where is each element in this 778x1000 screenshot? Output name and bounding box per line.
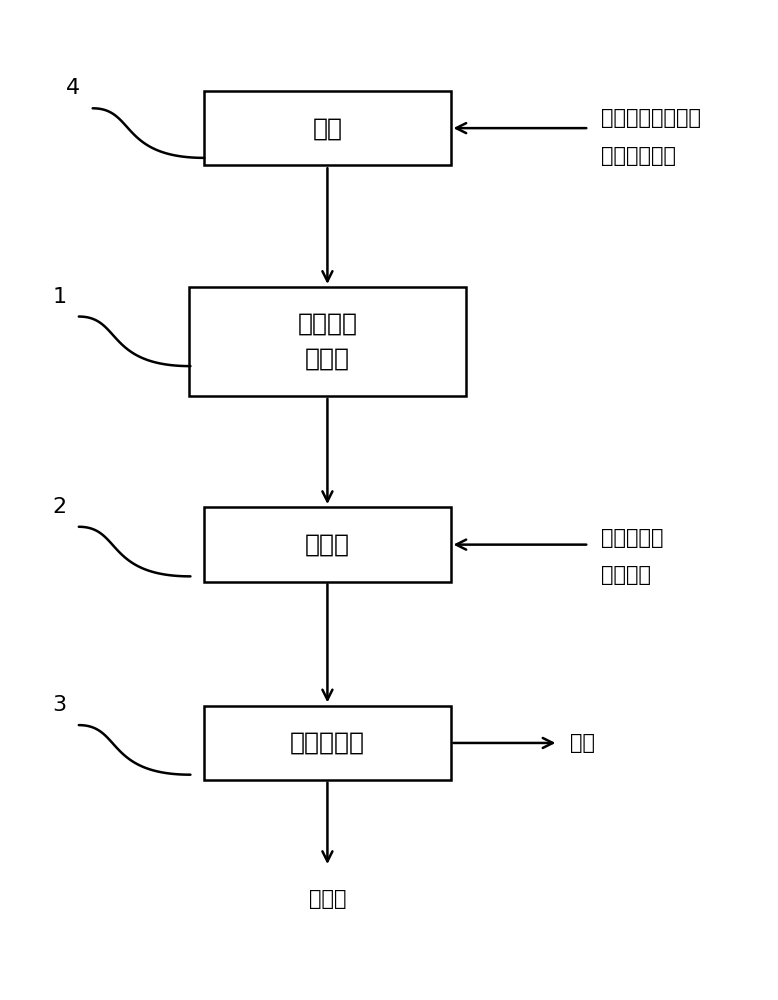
Text: 3: 3 bbox=[53, 695, 67, 715]
Text: 水溶液: 水溶液 bbox=[309, 889, 346, 909]
Bar bbox=[205, 91, 450, 165]
Text: 固液分离器: 固液分离器 bbox=[290, 731, 365, 755]
Bar bbox=[189, 287, 466, 396]
Text: 不可溶性碱: 不可溶性碱 bbox=[601, 528, 663, 548]
Text: 消解器: 消解器 bbox=[305, 533, 350, 557]
Bar bbox=[205, 706, 450, 780]
Text: 灰渣: 灰渣 bbox=[569, 733, 595, 753]
Text: 2: 2 bbox=[53, 497, 67, 517]
Text: 1: 1 bbox=[53, 287, 67, 307]
Text: 工作气、消解剂和: 工作气、消解剂和 bbox=[601, 108, 701, 128]
Text: 4: 4 bbox=[66, 78, 80, 98]
Text: 喷枪: 喷枪 bbox=[313, 116, 342, 140]
Text: 水或者水蒸气: 水或者水蒸气 bbox=[601, 146, 675, 166]
Text: 金属灰渣: 金属灰渣 bbox=[601, 565, 650, 585]
Text: 等离子体
发生器: 等离子体 发生器 bbox=[297, 312, 357, 371]
Bar bbox=[205, 507, 450, 582]
